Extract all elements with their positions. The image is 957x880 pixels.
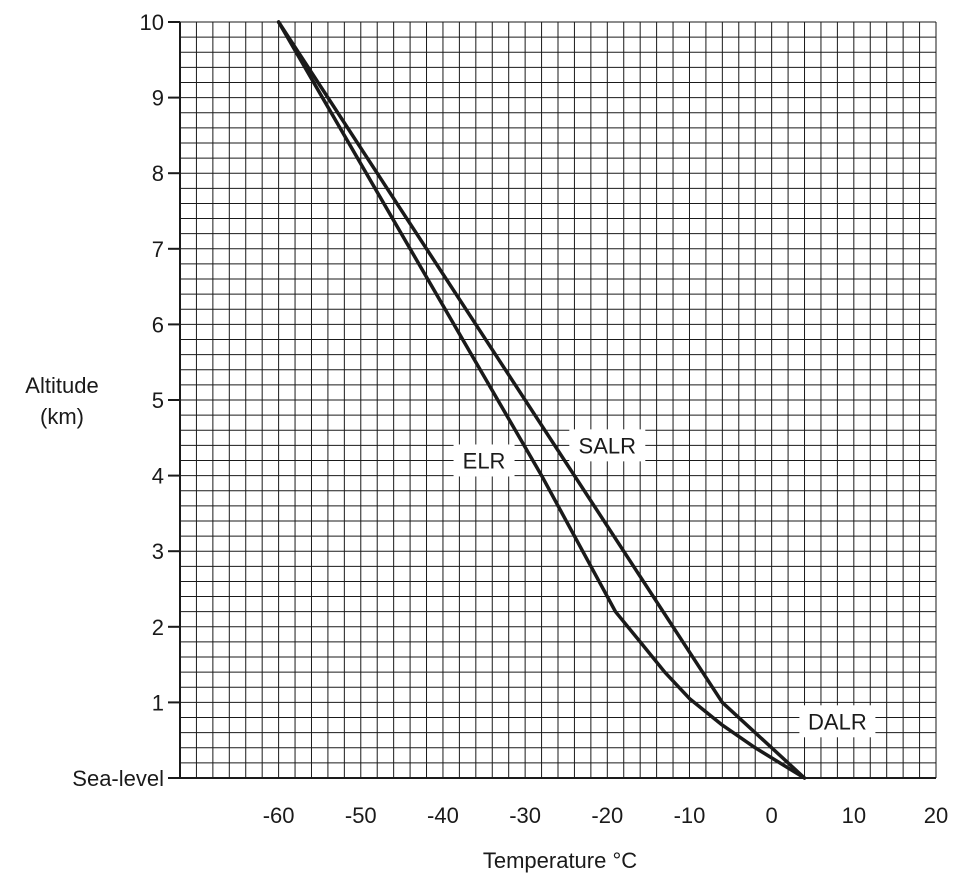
chart-series <box>276 20 807 780</box>
y-tick-label: 10 <box>140 10 164 35</box>
x-tick-label: 10 <box>842 803 866 828</box>
x-tick-label: -30 <box>509 803 541 828</box>
x-tick-label: 20 <box>924 803 948 828</box>
x-tick-label: -50 <box>345 803 377 828</box>
series-line-salr <box>276 20 725 705</box>
y-tick-label: Sea-level <box>72 766 164 791</box>
y-tick-label: 6 <box>152 312 164 337</box>
y-axis-title-line-2: (km) <box>40 404 84 429</box>
y-tick-label: 2 <box>152 615 164 640</box>
series-line-elr <box>276 20 807 780</box>
y-axis-title-line-1: Altitude <box>25 373 98 398</box>
y-tick-label: 8 <box>152 161 164 186</box>
series-label-elr: ELR <box>463 448 506 473</box>
label-backing-salr <box>569 429 646 462</box>
series-label-dalr: DALR <box>808 709 867 734</box>
series-line-dalr <box>720 700 807 780</box>
series-label-salr: SALR <box>579 433 636 458</box>
x-tick-label: -60 <box>263 803 295 828</box>
label-backing-elr <box>453 444 515 477</box>
label-backing-dalr <box>799 705 876 738</box>
y-tick-label: 7 <box>152 237 164 262</box>
y-tick-labels: Sea-level 1 2 3 4 5 6 7 8 9 10 <box>72 10 164 791</box>
x-tick-label: 0 <box>766 803 778 828</box>
x-tick-labels: -60 -50 -40 -30 -20 -10 0 10 20 <box>263 803 949 828</box>
y-tick-label: 9 <box>152 86 164 111</box>
chart-axes <box>168 21 936 779</box>
x-tick-label: -40 <box>427 803 459 828</box>
y-tick-label: 4 <box>152 464 164 489</box>
series-labels: ELR SALR DALR <box>453 429 876 738</box>
x-axis-title: Temperature °C <box>483 848 637 873</box>
chart-grid <box>179 21 937 779</box>
x-tick-label: -20 <box>591 803 623 828</box>
y-tick-label: 1 <box>152 690 164 715</box>
y-tick-label: 3 <box>152 539 164 564</box>
x-tick-label: -10 <box>674 803 706 828</box>
y-tick-label: 5 <box>152 388 164 413</box>
